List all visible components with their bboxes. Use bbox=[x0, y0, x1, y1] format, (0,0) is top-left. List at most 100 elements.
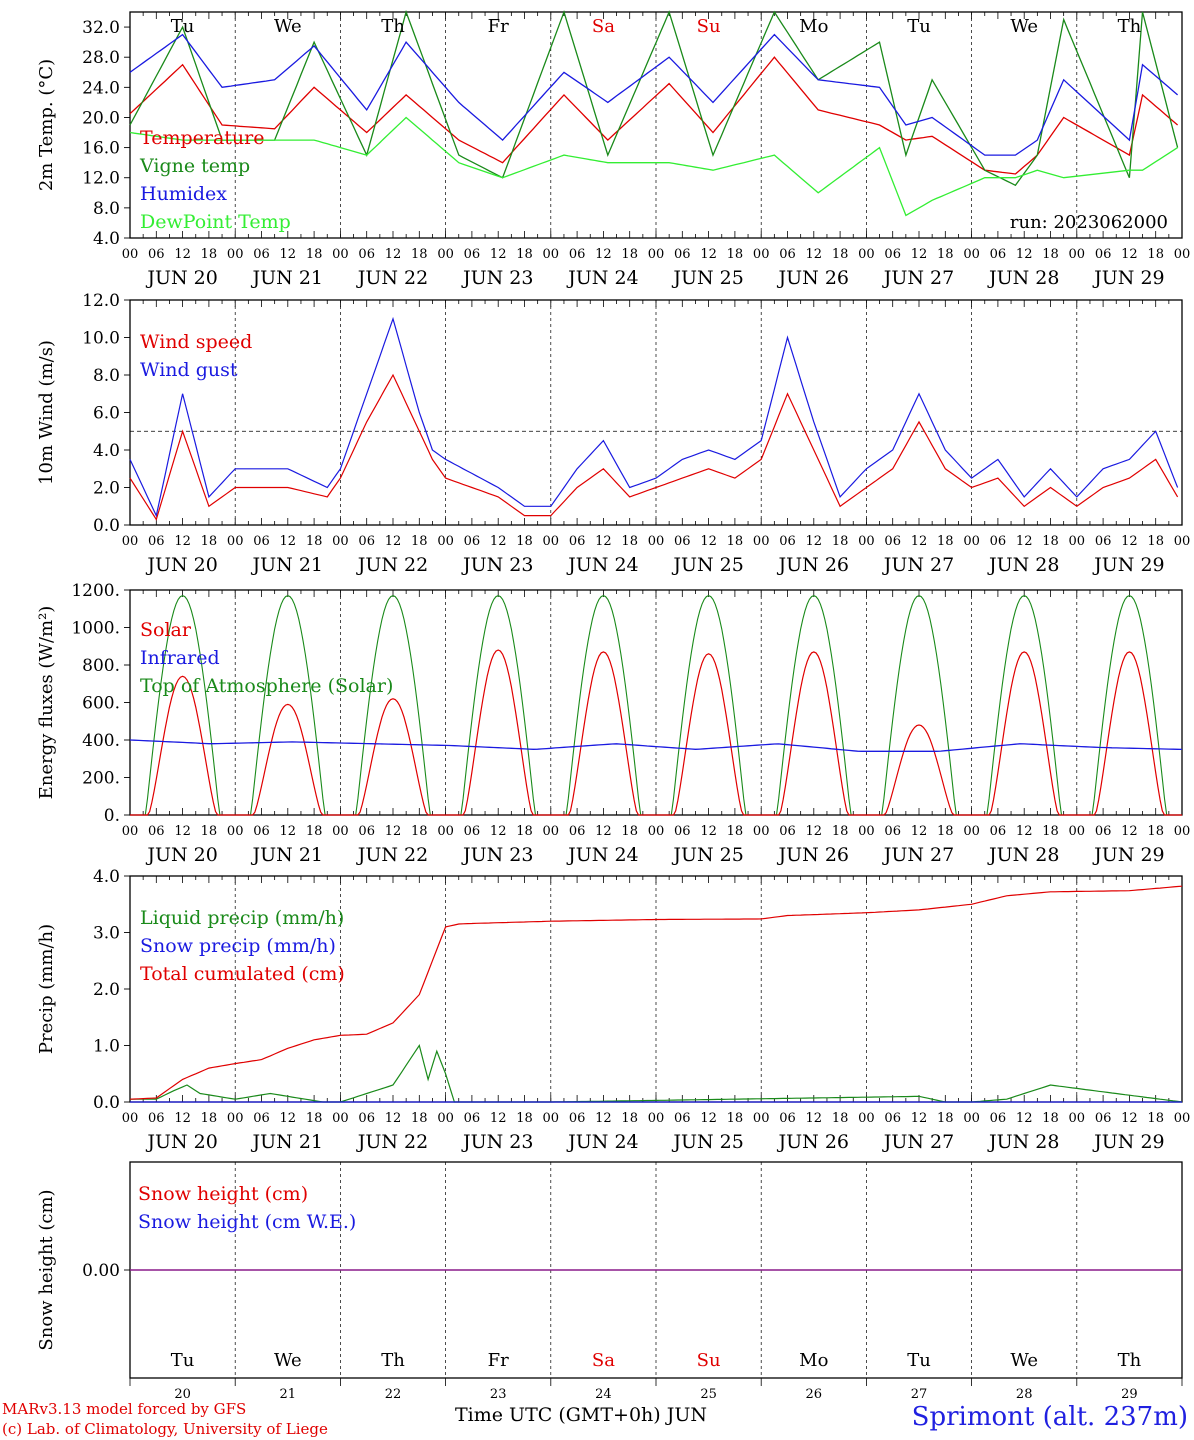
day-label: JUN 29 bbox=[1092, 844, 1164, 866]
x-tick-label: 12 bbox=[280, 534, 297, 549]
x-tick-label: 00 bbox=[122, 247, 139, 262]
x-tick-label: 00 bbox=[963, 534, 980, 549]
x-tick-label: 18 bbox=[516, 247, 533, 262]
day-label: JUN 22 bbox=[356, 267, 428, 289]
day-label: JUN 27 bbox=[882, 1131, 954, 1153]
weekday-label: Tu bbox=[907, 16, 931, 37]
x-tick-label: 06 bbox=[884, 824, 901, 839]
time-axis-title: Time UTC (GMT+0h) JUN bbox=[455, 1404, 708, 1426]
x-tick-label: 18 bbox=[306, 824, 323, 839]
y-tick-label: 20.0 bbox=[82, 108, 120, 128]
x-tick-label: 18 bbox=[937, 1111, 954, 1126]
x-tick-label: 06 bbox=[1095, 824, 1112, 839]
x-tick-label: 00 bbox=[963, 1111, 980, 1126]
weekday-label: Th bbox=[381, 16, 405, 37]
x-tick-label: 06 bbox=[884, 247, 901, 262]
x-tick-label: 06 bbox=[253, 247, 270, 262]
x-tick-label: 06 bbox=[990, 1111, 1007, 1126]
x-tick-label: 00 bbox=[858, 247, 875, 262]
day-number: 25 bbox=[700, 1387, 717, 1402]
x-tick-label: 00 bbox=[332, 247, 349, 262]
x-tick-label: 06 bbox=[779, 247, 796, 262]
weekday-label: Su bbox=[697, 1350, 721, 1371]
x-tick-label: 00 bbox=[753, 1111, 770, 1126]
x-tick-label: 18 bbox=[516, 824, 533, 839]
weekday-label: We bbox=[274, 16, 302, 37]
series-line-temperature bbox=[129, 56, 1179, 175]
x-tick-label: 00 bbox=[543, 824, 560, 839]
x-tick-label: 12 bbox=[595, 824, 612, 839]
day-label: JUN 25 bbox=[671, 844, 743, 866]
day-label: JUN 26 bbox=[777, 267, 849, 289]
x-tick-label: 00 bbox=[648, 534, 665, 549]
x-tick-label: 06 bbox=[569, 1111, 586, 1126]
series-line-wind-gust bbox=[129, 316, 1179, 518]
series-line-total-cumulated-cm- bbox=[129, 885, 1183, 1100]
x-tick-label: 18 bbox=[306, 247, 323, 262]
y-tick-label: 0.00 bbox=[82, 1261, 120, 1281]
location-label: Sprimont (alt. 237m) bbox=[911, 1402, 1188, 1432]
panel-frame-3 bbox=[129, 589, 1183, 816]
x-tick-label: 12 bbox=[806, 824, 823, 839]
x-tick-label: 18 bbox=[411, 824, 428, 839]
x-tick-label: 06 bbox=[1095, 1111, 1112, 1126]
day-number: 20 bbox=[174, 1387, 191, 1402]
y-axis-label-2: 10m Wind (m/s) bbox=[36, 340, 57, 485]
x-tick-label: 18 bbox=[306, 1111, 323, 1126]
x-tick-label: 12 bbox=[911, 1111, 928, 1126]
x-tick-label: 06 bbox=[779, 1111, 796, 1126]
x-tick-label: 12 bbox=[385, 534, 402, 549]
x-tick-label: 12 bbox=[911, 247, 928, 262]
x-tick-label: 18 bbox=[411, 534, 428, 549]
legend-entry: Snow height (cm W.E.) bbox=[138, 1211, 356, 1233]
day-label: JUN 24 bbox=[566, 1131, 638, 1153]
x-tick-label: 00 bbox=[122, 824, 139, 839]
x-tick-label: 12 bbox=[490, 1111, 507, 1126]
x-tick-label: 12 bbox=[385, 1111, 402, 1126]
x-tick-label: 18 bbox=[727, 1111, 744, 1126]
x-tick-label: 12 bbox=[490, 534, 507, 549]
x-tick-label: 06 bbox=[148, 247, 165, 262]
day-label: JUN 27 bbox=[882, 554, 954, 576]
x-tick-label: 18 bbox=[201, 1111, 218, 1126]
x-tick-label: 00 bbox=[648, 247, 665, 262]
y-tick-label: 3.0 bbox=[93, 924, 120, 944]
x-tick-label: 00 bbox=[858, 1111, 875, 1126]
x-tick-label: 00 bbox=[122, 534, 139, 549]
run-label: run: 2023062000 bbox=[1010, 212, 1168, 233]
day-number: 23 bbox=[490, 1387, 507, 1402]
x-tick-label: 06 bbox=[674, 1111, 691, 1126]
y-tick-label: 10.0 bbox=[82, 329, 120, 349]
x-tick-label: 12 bbox=[700, 534, 717, 549]
day-label: JUN 26 bbox=[777, 1131, 849, 1153]
x-tick-label: 06 bbox=[253, 1111, 270, 1126]
x-tick-label: 12 bbox=[280, 824, 297, 839]
x-tick-label: 18 bbox=[621, 1111, 638, 1126]
y-tick-label: 4.0 bbox=[93, 441, 120, 461]
series-line-dewpoint-temp bbox=[129, 116, 1178, 217]
x-tick-label: 06 bbox=[358, 1111, 375, 1126]
x-tick-label: 00 bbox=[1069, 1111, 1086, 1126]
x-tick-label: 18 bbox=[832, 247, 849, 262]
legend-entry: DewPoint Temp bbox=[140, 211, 291, 233]
x-tick-label: 06 bbox=[358, 247, 375, 262]
day-label: JUN 22 bbox=[356, 554, 428, 576]
weekday-label: Tu bbox=[171, 16, 195, 37]
day-number: 24 bbox=[595, 1387, 612, 1402]
x-tick-label: 18 bbox=[937, 534, 954, 549]
x-tick-label: 12 bbox=[595, 1111, 612, 1126]
x-tick-label: 00 bbox=[122, 1111, 139, 1126]
y-tick-label: 8.0 bbox=[93, 366, 120, 386]
weekday-label: We bbox=[1010, 16, 1038, 37]
x-tick-label: 00 bbox=[543, 1111, 560, 1126]
x-tick-label: 12 bbox=[806, 534, 823, 549]
y-tick-label: 0.0 bbox=[93, 1093, 120, 1113]
x-tick-label: 18 bbox=[516, 534, 533, 549]
x-tick-label: 12 bbox=[1121, 1111, 1138, 1126]
day-label: JUN 24 bbox=[566, 554, 638, 576]
x-tick-label: 06 bbox=[779, 534, 796, 549]
x-tick-label: 00 bbox=[437, 1111, 454, 1126]
y-tick-label: 1000. bbox=[71, 619, 120, 639]
weekday-label: We bbox=[1010, 1350, 1038, 1371]
x-tick-label: 00 bbox=[648, 824, 665, 839]
